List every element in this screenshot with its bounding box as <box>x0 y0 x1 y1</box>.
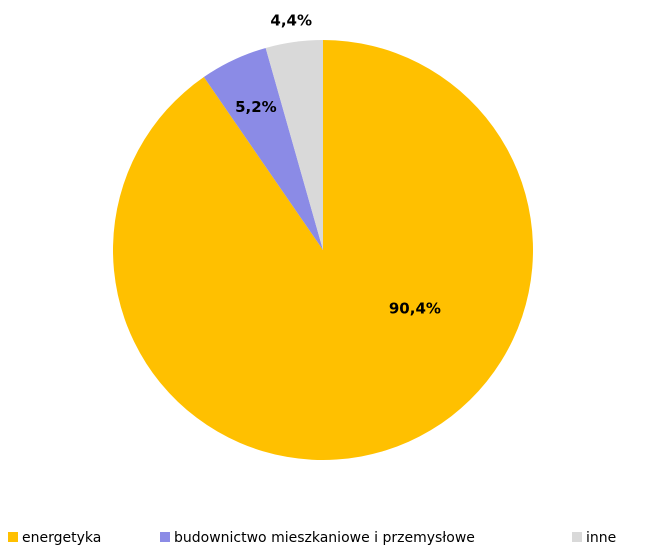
pie-slice-energetyka <box>112 40 533 460</box>
legend-label: inne <box>586 530 616 546</box>
legend: energetyka budownictwo mieszkaniowe i prz… <box>8 530 616 546</box>
data-label-energetyka: 90,4% <box>389 300 441 318</box>
data-label-inne: 4,4% <box>270 12 312 30</box>
pie-data-labels: 90,4% 5,2% 4,4% <box>235 12 441 318</box>
legend-item-energetyka: energetyka <box>8 530 101 546</box>
pie-slice-budownictwo <box>203 47 323 250</box>
legend-swatch <box>8 532 18 542</box>
legend-swatch <box>572 532 582 542</box>
legend-item-budownictwo: budownictwo mieszkaniowe i przemysłowe <box>160 530 475 546</box>
legend-swatch <box>160 532 170 542</box>
legend-item-inne: inne <box>572 530 616 546</box>
data-label-budownictwo: 5,2% <box>235 98 277 116</box>
legend-label: budownictwo mieszkaniowe i przemysłowe <box>174 530 475 546</box>
legend-label: energetyka <box>22 530 101 546</box>
pie-slices <box>112 39 533 460</box>
pie-slice-inne <box>265 39 323 250</box>
